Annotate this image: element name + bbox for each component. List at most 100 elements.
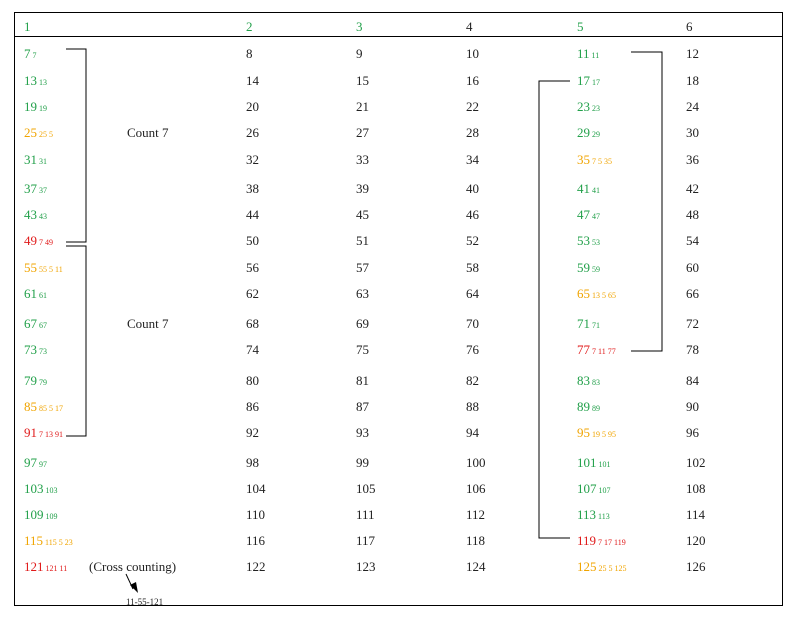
number-cell: 32	[246, 152, 259, 167]
number-value: 41	[577, 181, 590, 196]
number-cell: 65 13 5 65	[577, 286, 616, 304]
number-value: 65	[577, 286, 590, 301]
factor-subscript: 83	[592, 378, 600, 387]
number-cell: 68	[246, 316, 259, 331]
number-cell: 90	[686, 399, 699, 414]
bracket-left-upper	[66, 48, 87, 243]
number-cell: 56	[246, 260, 259, 275]
number-cell: 49 7 49	[24, 233, 53, 251]
number-cell: 12	[686, 46, 699, 61]
number-cell: 97 97	[24, 455, 47, 473]
number-cell: 116	[246, 533, 266, 548]
number-value: 71	[577, 316, 590, 331]
number-value: 17	[577, 73, 590, 88]
cross-counting-footnote: 11-55-121	[126, 597, 164, 607]
number-cell: 72	[686, 316, 699, 331]
number-value: 95	[577, 425, 590, 440]
number-cell: 88	[466, 399, 479, 414]
number-cell: 98	[246, 455, 259, 470]
number-value: 119	[577, 533, 597, 548]
number-value: 47	[577, 207, 590, 222]
number-cell: 77 7 11 77	[577, 342, 616, 360]
number-cell: 104	[246, 481, 266, 496]
number-value: 11	[577, 46, 590, 61]
factor-subscript: 7 49	[39, 238, 53, 247]
factor-subscript: 121 11	[45, 564, 68, 573]
number-cell: 70	[466, 316, 479, 331]
number-value: 67	[24, 316, 37, 331]
number-cell: 66	[686, 286, 699, 301]
number-value: 121	[24, 559, 44, 574]
factor-subscript: 47	[592, 212, 600, 221]
number-value: 109	[24, 507, 44, 522]
number-value: 101	[577, 455, 597, 470]
number-cell: 118	[466, 533, 486, 548]
number-cell: 51	[356, 233, 369, 248]
number-value: 49	[24, 233, 37, 248]
number-cell: 22	[466, 99, 479, 114]
factor-subscript: 59	[592, 265, 600, 274]
factor-subscript: 61	[39, 291, 47, 300]
number-cell: 107 107	[577, 481, 611, 499]
factor-subscript: 29	[592, 130, 600, 139]
number-cell: 100	[466, 455, 486, 470]
number-value: 115	[24, 533, 44, 548]
number-cell: 23 23	[577, 99, 600, 117]
number-cell: 102	[686, 455, 706, 470]
factor-subscript: 103	[45, 486, 58, 495]
number-cell: 80	[246, 373, 259, 388]
number-value: 59	[577, 260, 590, 275]
number-cell: 50	[246, 233, 259, 248]
count-label-bottom: Count 7	[127, 316, 169, 331]
number-cell: 42	[686, 181, 699, 196]
factor-subscript: 55 5 11	[39, 265, 63, 274]
number-value: 113	[577, 507, 597, 522]
number-cell: 25 25 5	[24, 125, 53, 143]
factor-subscript: 67	[39, 321, 47, 330]
number-cell: 15	[356, 73, 369, 88]
factor-subscript: 25 5 125	[598, 564, 627, 573]
cross-counting-label: (Cross counting)	[89, 559, 177, 574]
number-cell: 117	[356, 533, 376, 548]
number-cell: 99	[356, 455, 369, 470]
factor-subscript: 79	[39, 378, 47, 387]
number-value: 85	[24, 399, 37, 414]
number-cell: 95 19 5 95	[577, 425, 616, 443]
number-cell: 48	[686, 207, 699, 222]
factor-subscript: 7 13 91	[39, 430, 63, 439]
number-cell: 14	[246, 73, 259, 88]
number-value: 13	[24, 73, 37, 88]
number-cell: 106	[466, 481, 486, 496]
number-cell: 18	[686, 73, 699, 88]
number-cell: 35 7 5 35	[577, 152, 612, 170]
number-cell: 43 43	[24, 207, 47, 225]
number-value: 61	[24, 286, 37, 301]
factor-subscript: 19 5 95	[592, 430, 616, 439]
table-frame	[14, 12, 783, 606]
number-cell: 125 25 5 125	[577, 559, 627, 577]
factor-subscript: 115 5 23	[45, 538, 73, 547]
number-value: 29	[577, 125, 590, 140]
number-cell: 30	[686, 125, 699, 140]
number-value: 97	[24, 455, 37, 470]
number-cell: 83 83	[577, 373, 600, 391]
number-cell: 103 103	[24, 481, 58, 499]
factor-subscript: 37	[39, 186, 47, 195]
number-cell: 34	[466, 152, 479, 167]
number-cell: 69	[356, 316, 369, 331]
number-cell: 17 17	[577, 73, 600, 91]
number-cell: 86	[246, 399, 259, 414]
factor-subscript: 25 5	[39, 130, 53, 139]
factor-subscript: 7	[32, 51, 37, 60]
column-header-6: 6	[686, 19, 693, 34]
number-cell: 79 79	[24, 373, 47, 391]
factor-subscript: 41	[592, 186, 600, 195]
number-value: 35	[577, 152, 590, 167]
column-header-3: 3	[356, 19, 363, 34]
factor-subscript: 71	[592, 321, 600, 330]
factor-subscript: 7 5 35	[592, 157, 612, 166]
factor-subscript: 107	[598, 486, 611, 495]
number-cell: 92	[246, 425, 259, 440]
factor-subscript: 43	[39, 212, 47, 221]
number-cell: 122	[246, 559, 266, 574]
